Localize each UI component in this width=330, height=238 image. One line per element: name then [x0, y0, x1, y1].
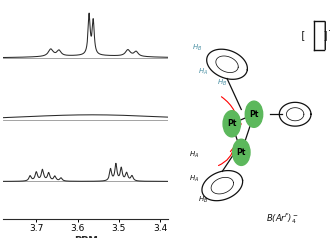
X-axis label: PPM: PPM [74, 236, 98, 238]
Text: $H_B$: $H_B$ [198, 195, 209, 205]
Text: $H_A$: $H_A$ [198, 66, 209, 76]
Circle shape [223, 111, 241, 137]
Circle shape [245, 101, 263, 127]
Text: Pt: Pt [227, 119, 237, 128]
Text: [   ]$^+$: [ ]$^+$ [299, 28, 330, 43]
Text: B(Ar$^F$)$_4^-$: B(Ar$^F$)$_4^-$ [266, 212, 299, 226]
Circle shape [233, 139, 250, 165]
Text: $H_A$: $H_A$ [189, 150, 199, 160]
Text: $H_B$: $H_B$ [192, 43, 202, 53]
Text: +: + [327, 26, 330, 36]
Text: $H_B$: $H_B$ [217, 78, 227, 88]
Text: Pt: Pt [249, 110, 259, 119]
Text: $H_A$: $H_A$ [189, 174, 199, 183]
Text: Pt: Pt [237, 148, 246, 157]
